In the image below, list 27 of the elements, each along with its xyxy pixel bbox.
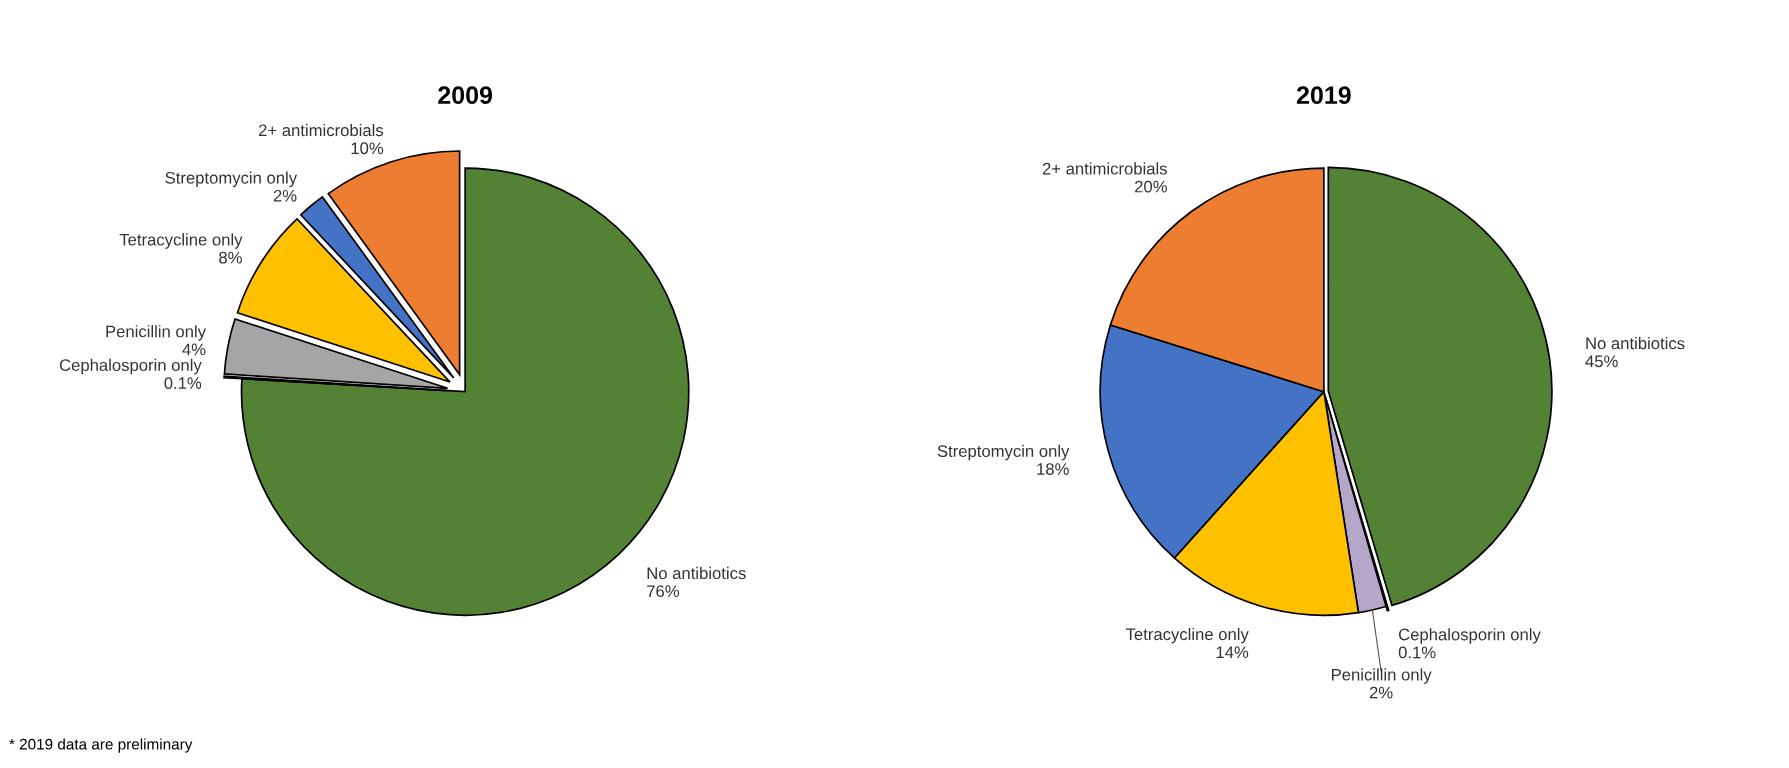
chart-title: 2009 [438,86,493,105]
slice-label: Tetracycline only [1125,627,1249,644]
data-label: 8% [219,251,242,264]
slice-label: Streptomycin only [937,444,1070,461]
slice-label: Penicillin only [106,325,206,341]
data-label: 2% [1369,686,1393,699]
data-label: 18% [1037,463,1069,475]
data-label: 0.1% [1398,646,1436,659]
slice-label: 2+ antimicrobials [259,123,384,137]
slice-label: Cephalosporin only [1398,628,1541,644]
text: * 2019 data are preliminary [9,738,193,753]
chart-title: 2019 [1296,86,1351,105]
data-label: 10% [351,142,384,155]
data-label: 14% [1216,646,1249,659]
slice-label: Tetracycline only [119,233,243,249]
slice-label: Cephalosporin only [59,358,202,375]
data-label: 4% [182,343,206,356]
data-label: 76% [647,585,679,598]
slice-label: Streptomycin only [165,171,298,188]
data-label: 20% [1135,180,1167,193]
data-label: 0.1% [164,377,202,389]
data-label: 45% [1585,355,1618,368]
slice-label: Penicillin only [1332,668,1432,684]
data-label: 2% [273,189,297,202]
slice-label: No antibiotics [1586,337,1685,350]
slice-label: 2+ antimicrobials [1042,162,1167,175]
slice-label: No antibiotics [647,566,746,580]
